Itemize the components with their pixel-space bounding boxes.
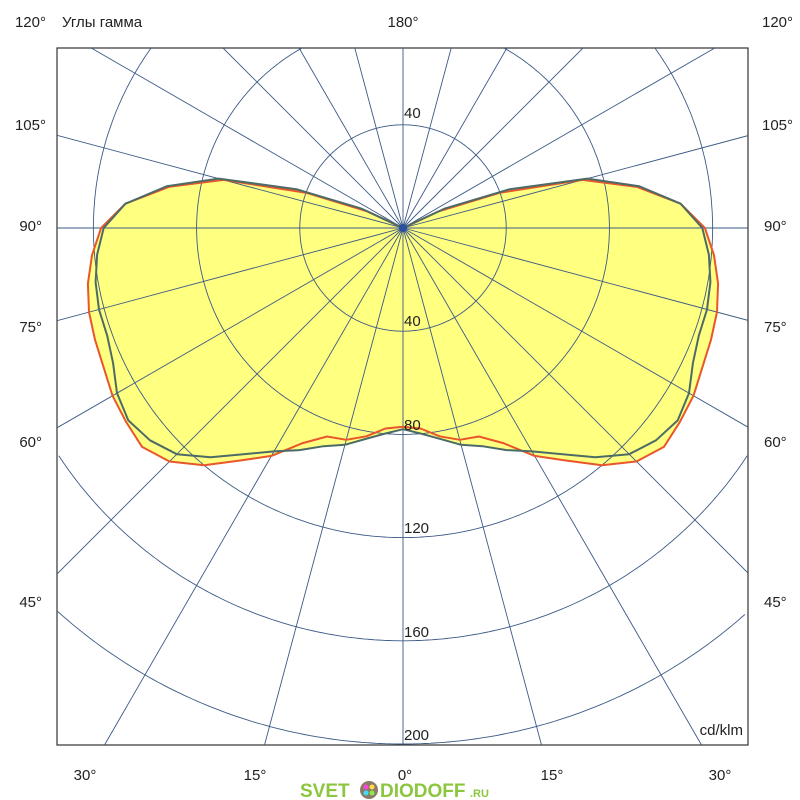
angle-label-left: 120° (15, 14, 46, 31)
radial-tick-label: 200 (404, 727, 429, 744)
radial-tick-label: 80 (404, 417, 421, 434)
angle-label-left: 60° (19, 434, 42, 451)
angle-spoke (402, 48, 452, 229)
svg-text:DIODOFF: DIODOFF (380, 781, 466, 800)
angle-spoke (57, 227, 404, 322)
angle-label-right: 90° (764, 218, 787, 235)
radial-ring (57, 611, 746, 745)
angle-label-bottom: 0° (398, 767, 412, 784)
angle-spoke (402, 227, 542, 745)
radial-ring (196, 48, 610, 435)
angle-spoke (402, 48, 508, 229)
radial-tick-label: 160 (404, 624, 429, 641)
angle-spoke (104, 227, 404, 745)
angle-label-right: 75° (764, 319, 787, 336)
angle-spoke (264, 227, 404, 745)
svg-text:SVET: SVET (300, 781, 350, 800)
radial-tick-label: 120 (404, 520, 429, 537)
angle-spoke (402, 227, 748, 321)
angle-label-left: 45° (19, 594, 42, 611)
angle-label-right: 60° (764, 434, 787, 451)
angle-spoke (57, 227, 404, 575)
chart-title: Углы гамма (62, 14, 143, 31)
center-point (399, 224, 407, 232)
angle-label-top: 180° (387, 14, 418, 31)
angle-spoke (57, 227, 404, 429)
angle-spoke (402, 227, 748, 428)
radial-tick-label: 40 (404, 105, 421, 122)
angle-label-right: 105° (762, 117, 793, 134)
angle-label-bottom: 30° (74, 767, 97, 784)
angle-label-right: 45° (764, 594, 787, 611)
radial-ring (92, 48, 714, 539)
angle-spoke (402, 227, 748, 574)
angle-spoke (298, 48, 404, 229)
angle-spoke (222, 48, 404, 229)
angle-spoke (354, 48, 404, 229)
angle-label-right: 120° (762, 14, 793, 31)
angle-spoke (402, 227, 702, 745)
radial-tick-label: 40 (404, 313, 421, 330)
watermark-logo: SVET DIODOFF .RU (300, 781, 489, 800)
angle-label-bottom: 15° (244, 767, 267, 784)
svg-text:.RU: .RU (470, 788, 489, 800)
angle-label-bottom: 30° (709, 767, 732, 784)
angle-label-left: 90° (19, 218, 42, 235)
angle-spoke (90, 48, 404, 229)
angle-label-bottom: 15° (541, 767, 564, 784)
unit-label: cd/klm (700, 722, 743, 739)
angle-label-left: 75° (19, 319, 42, 336)
angle-spoke (402, 48, 716, 229)
angle-spoke (402, 48, 584, 229)
angle-label-left: 105° (15, 117, 46, 134)
